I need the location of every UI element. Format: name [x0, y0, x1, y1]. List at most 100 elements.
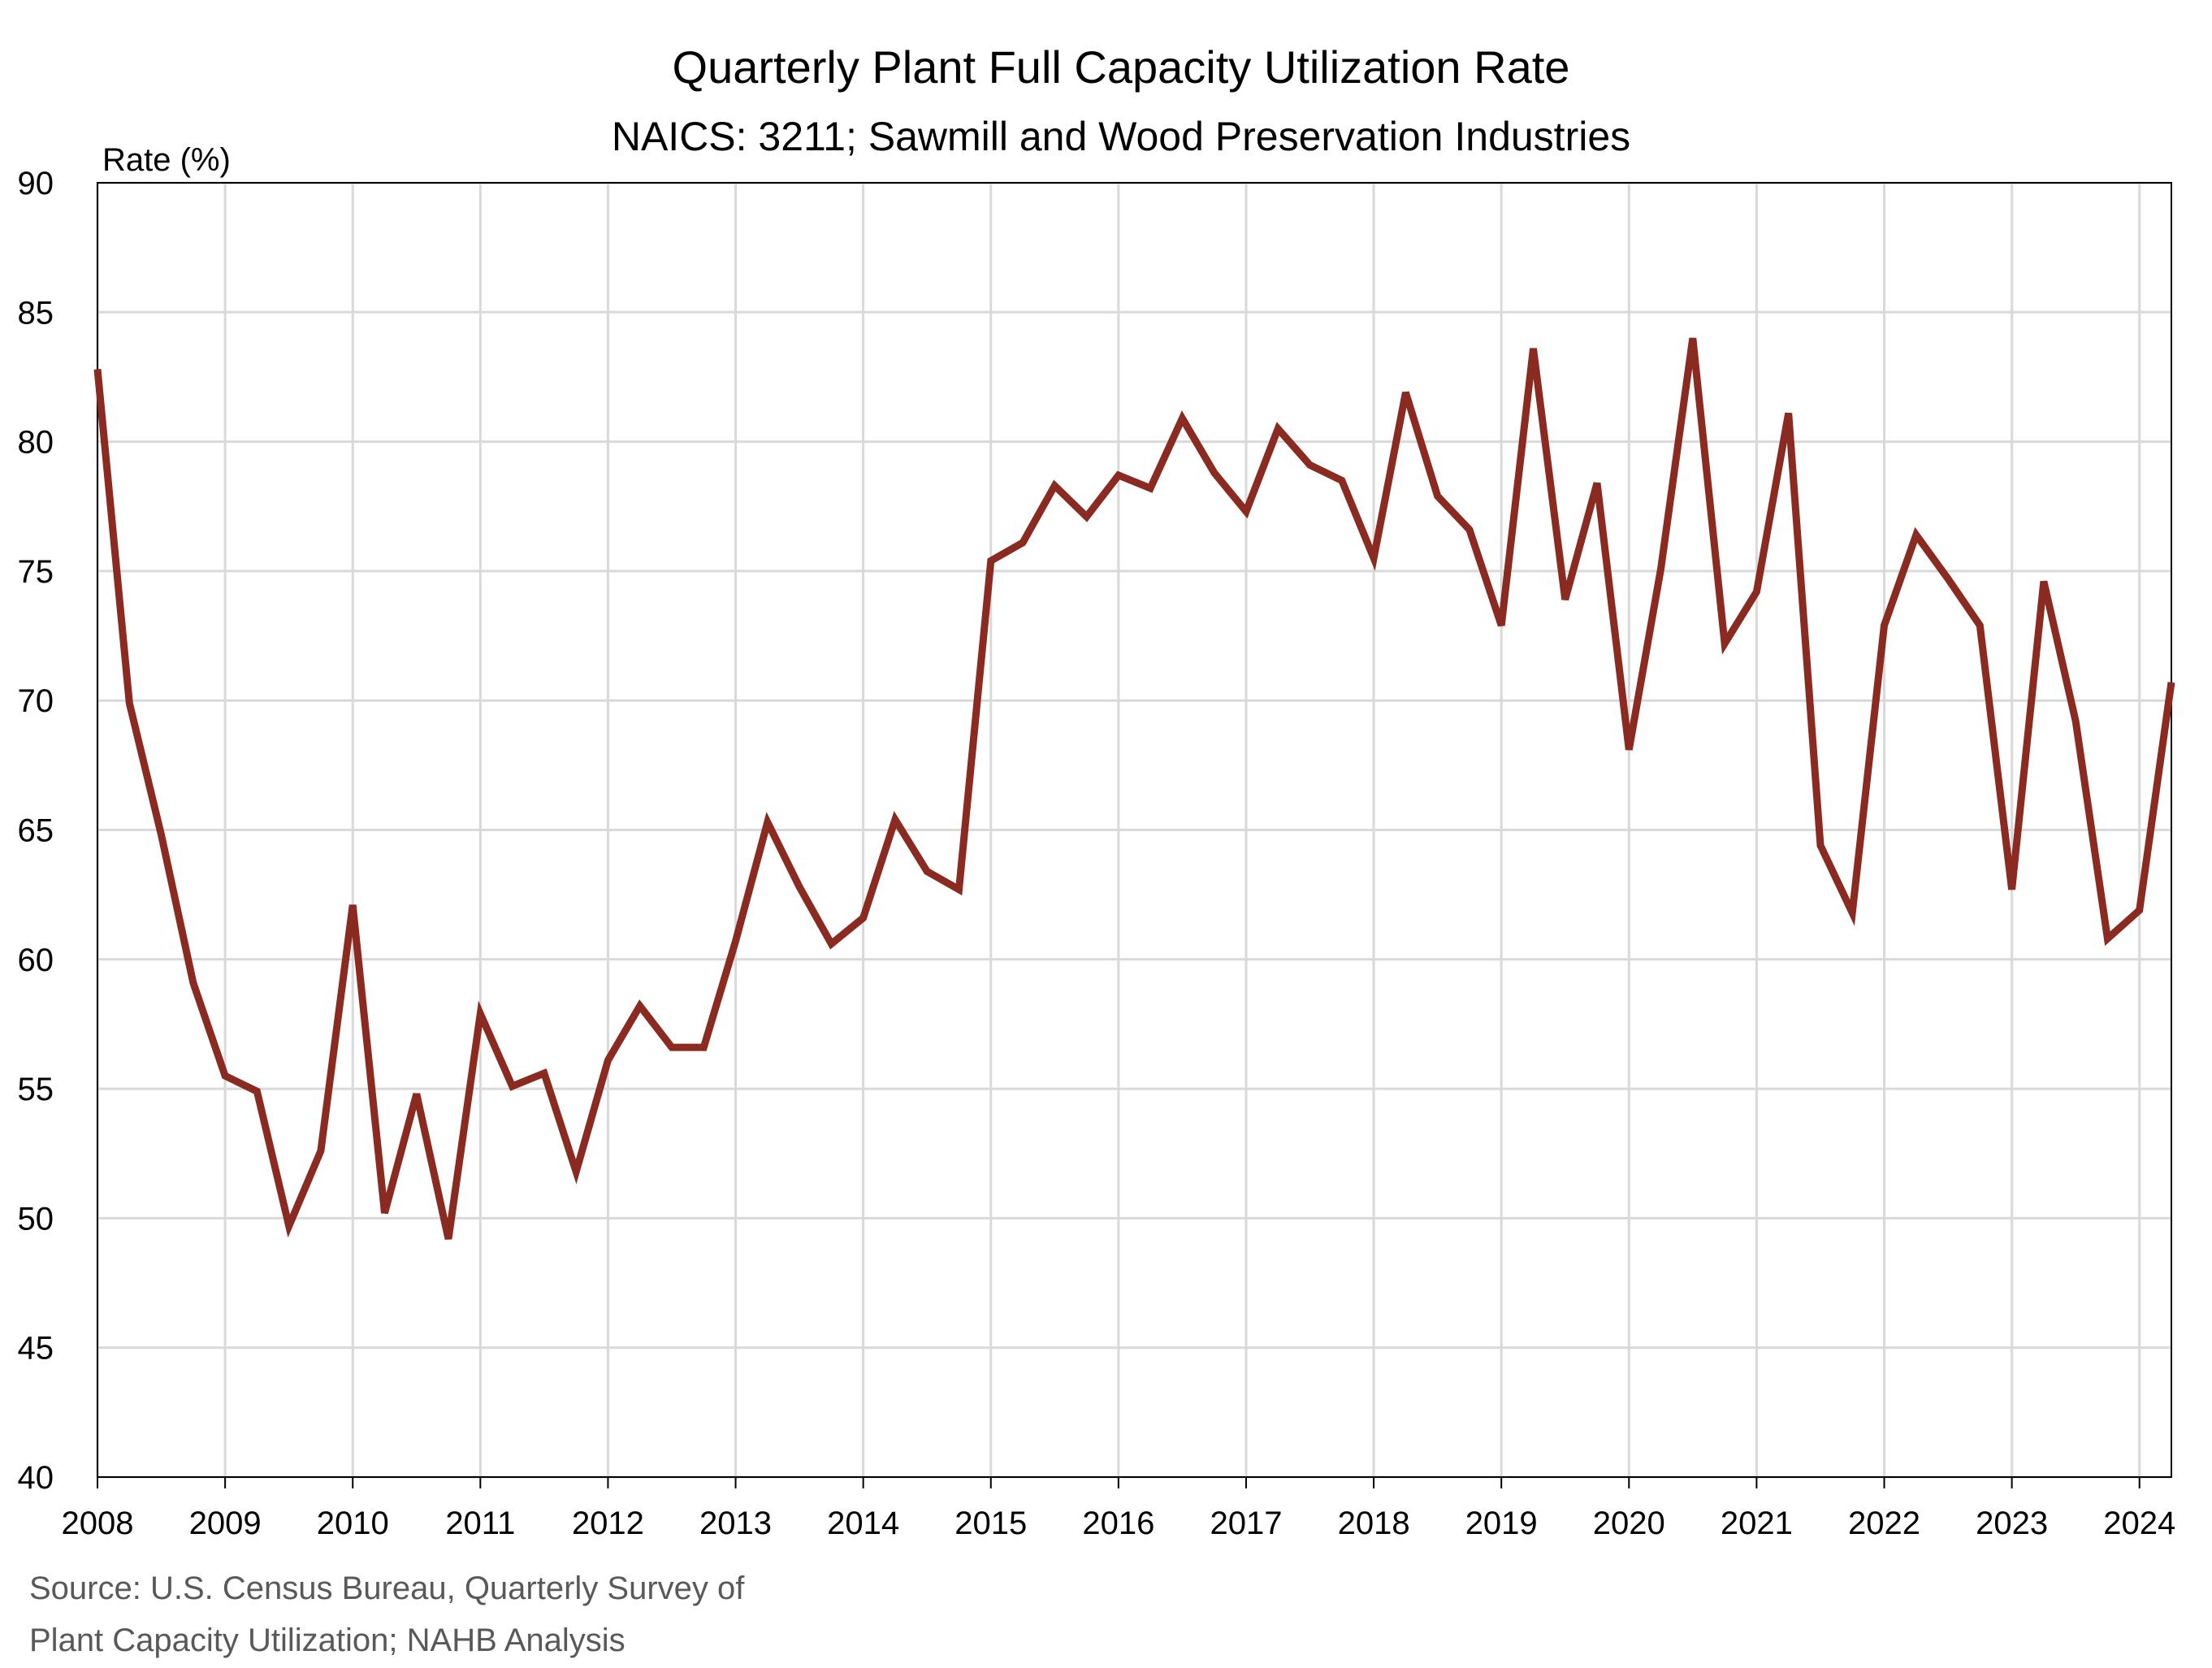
data-point	[829, 942, 833, 946]
x-tick-label: 2024	[2103, 1506, 2175, 1541]
series-layer	[93, 336, 2175, 1241]
x-tick-label: 2018	[1338, 1506, 1410, 1541]
data-point	[1723, 642, 1726, 645]
data-point	[1149, 487, 1152, 490]
data-point	[1436, 495, 1439, 498]
data-point	[894, 818, 897, 821]
y-tick-label: 80	[18, 425, 54, 461]
x-tick-label: 2013	[699, 1506, 772, 1541]
data-point	[2074, 720, 2077, 723]
data-point	[511, 1085, 514, 1088]
data-point	[989, 559, 993, 562]
data-point	[1085, 515, 1089, 518]
data-point	[1978, 624, 1981, 627]
data-point	[1245, 510, 1248, 513]
x-tick-label: 2019	[1465, 1506, 1538, 1541]
data-point	[383, 1211, 387, 1215]
data-point	[223, 1074, 227, 1077]
chart-title: Quarterly Plant Full Capacity Utilizatio…	[673, 41, 1570, 93]
data-point	[96, 367, 99, 370]
data-point	[702, 1046, 705, 1049]
data-point	[2170, 681, 2173, 684]
x-tick-label: 2010	[317, 1506, 389, 1541]
data-point	[128, 701, 131, 704]
data-point	[1213, 471, 1216, 474]
x-tick-label: 2015	[954, 1506, 1027, 1541]
data-point	[1660, 567, 1663, 570]
y-tick-label: 90	[18, 166, 54, 201]
plot-area-border	[97, 182, 2172, 1478]
data-point	[862, 916, 865, 920]
series-line	[93, 337, 2175, 1240]
y-tick-label: 40	[18, 1460, 54, 1496]
data-point	[2042, 580, 2045, 583]
y-tick-label: 60	[18, 942, 54, 978]
x-tick-label: 2021	[1721, 1506, 1793, 1541]
data-point	[1532, 347, 1535, 350]
x-tick-label: 2016	[1082, 1506, 1154, 1541]
data-point	[255, 1090, 258, 1093]
source-note-line-1: Source: U.S. Census Bureau, Quarterly Su…	[29, 1571, 745, 1606]
data-point	[766, 821, 769, 824]
data-point	[2138, 908, 2141, 912]
data-point	[1180, 417, 1184, 420]
data-point	[543, 1072, 546, 1075]
data-point	[1627, 748, 1630, 752]
x-tick-label: 2009	[189, 1506, 262, 1541]
y-tick-label: 85	[18, 295, 54, 331]
data-point	[1372, 557, 1375, 560]
data-point	[1500, 624, 1503, 627]
x-tick-label: 2011	[445, 1506, 515, 1541]
data-point	[288, 1224, 291, 1228]
data-point	[1755, 590, 1758, 593]
data-point	[638, 1004, 642, 1007]
y-tick-label: 70	[18, 683, 54, 719]
data-point	[734, 940, 738, 943]
x-tick-label: 2020	[1593, 1506, 1665, 1541]
data-point	[1117, 474, 1120, 477]
data-point	[1787, 412, 1790, 415]
data-point	[1595, 482, 1599, 485]
y-tick-label: 55	[18, 1072, 54, 1107]
data-point	[925, 870, 929, 873]
x-tick-label: 2008	[62, 1506, 134, 1541]
data-point	[1309, 463, 1312, 466]
data-point	[1915, 533, 1918, 536]
data-point	[2011, 888, 2014, 891]
data-point	[192, 981, 195, 985]
x-tick-label: 2012	[572, 1506, 644, 1541]
data-point	[1276, 427, 1279, 431]
data-point	[2106, 937, 2109, 940]
data-point	[1691, 336, 1695, 340]
source-note-line-2: Plant Capacity Utilization; NAHB Analysi…	[29, 1623, 626, 1658]
y-tick-label: 65	[18, 813, 54, 849]
data-point	[670, 1046, 673, 1049]
data-point	[447, 1237, 450, 1241]
data-point	[1021, 541, 1024, 544]
data-point	[798, 886, 801, 889]
data-point	[606, 1059, 609, 1062]
x-tick-label: 2022	[1848, 1506, 1920, 1541]
data-point	[1883, 624, 1886, 627]
data-point	[958, 888, 961, 891]
data-point	[1468, 528, 1471, 531]
chart-subtitle: NAICS: 3211; Sawmill and Wood Preservati…	[612, 114, 1630, 159]
data-point	[1946, 578, 1950, 581]
data-point	[1340, 479, 1344, 482]
y-axis-ticks: 40 45 50 55 60 65 70 75 80 85 90	[18, 166, 54, 1496]
x-tick-label: 2023	[1976, 1506, 2048, 1541]
x-axis-ticks: 2008 2009 2010 2011 2012 2013 2014 2015 2016 2017…	[62, 1477, 2175, 1541]
data-point	[415, 1093, 418, 1096]
data-point	[1819, 844, 1822, 847]
data-point	[1851, 912, 1854, 915]
data-point	[1053, 484, 1056, 487]
x-tick-label: 2017	[1210, 1506, 1282, 1541]
x-tick-label: 2014	[827, 1506, 899, 1541]
data-point	[1564, 598, 1567, 601]
y-axis-label: Rate (%)	[102, 142, 231, 178]
data-point	[1404, 391, 1407, 394]
data-point	[351, 903, 354, 907]
data-point	[319, 1150, 322, 1153]
